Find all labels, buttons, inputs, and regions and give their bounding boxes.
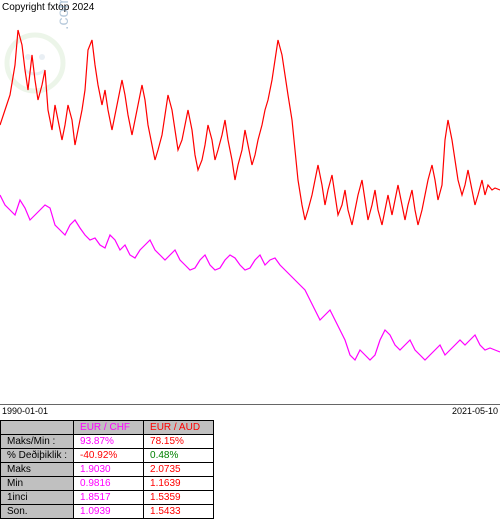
- table-corner: [1, 421, 74, 435]
- series-line: [0, 30, 500, 225]
- row-label: % Deðiþiklik :: [1, 449, 74, 463]
- table-cell: 1.0939: [74, 505, 144, 519]
- row-label: 1inci: [1, 491, 74, 505]
- table-cell: -40.92%: [74, 449, 144, 463]
- x-axis-start: 1990-01-01: [2, 406, 48, 416]
- column-header: EUR / AUD: [144, 421, 214, 435]
- row-label: Maks: [1, 463, 74, 477]
- chart-area: 1990-01-01 2021-05-10: [0, 10, 500, 405]
- chart-lines: [0, 10, 500, 405]
- table-cell: 0.9816: [74, 477, 144, 491]
- table-cell: 0.48%: [144, 449, 214, 463]
- table-cell: 1.8517: [74, 491, 144, 505]
- stats-table: EUR / CHFEUR / AUD Maks/Min :93.87%78.15%…: [0, 420, 214, 519]
- column-header: EUR / CHF: [74, 421, 144, 435]
- series-line: [0, 195, 500, 360]
- table-cell: 1.5359: [144, 491, 214, 505]
- row-label: Son.: [1, 505, 74, 519]
- table-cell: 1.9030: [74, 463, 144, 477]
- row-label: Min: [1, 477, 74, 491]
- table-cell: 2.0735: [144, 463, 214, 477]
- table-cell: 78.15%: [144, 435, 214, 449]
- x-axis-end: 2021-05-10: [452, 406, 498, 416]
- row-label: Maks/Min :: [1, 435, 74, 449]
- table-cell: 1.5433: [144, 505, 214, 519]
- table-cell: 93.87%: [74, 435, 144, 449]
- table-cell: 1.1639: [144, 477, 214, 491]
